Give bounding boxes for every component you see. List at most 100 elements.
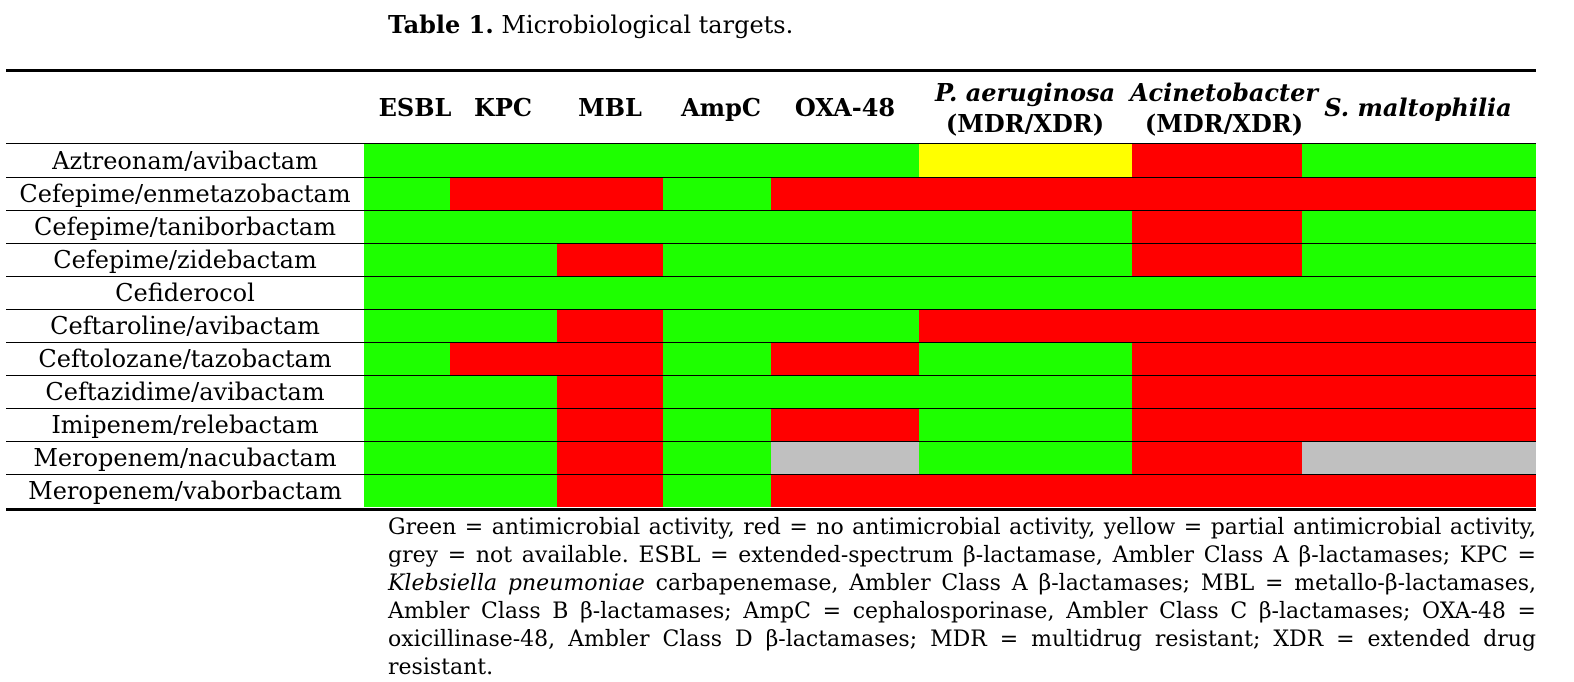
drug-name: Imipenem/relebactam: [51, 410, 319, 439]
row-divider: [6, 342, 1536, 343]
activity-cell-red: [919, 309, 1132, 342]
activity-cell-green: [919, 441, 1132, 474]
activity-cell-green: [771, 276, 919, 309]
activity-cell-green: [557, 210, 663, 243]
activity-cell-green: [450, 210, 557, 243]
column-header-name: P. aeruginosa: [934, 77, 1116, 107]
activity-cell-green: [663, 243, 771, 276]
activity-cell-red: [1302, 474, 1536, 507]
activity-cell-green: [771, 243, 919, 276]
drug-name: Aztreonam/avibactam: [52, 146, 318, 175]
row-divider: [6, 243, 1536, 244]
activity-cell-red: [557, 309, 663, 342]
drug-name: Cefepime/zidebactam: [53, 245, 317, 274]
activity-cell-green: [663, 474, 771, 507]
activity-cell-green: [364, 441, 450, 474]
activity-cell-green: [450, 144, 557, 177]
activity-cell-green: [450, 309, 557, 342]
activity-cell-red: [1132, 144, 1302, 177]
activity-cell-red: [919, 474, 1132, 507]
footnote-text-2: carbapenemase, Ambler Class A β-lactamas…: [388, 571, 1537, 680]
activity-cell-red: [557, 177, 663, 210]
activity-cell-green: [364, 243, 450, 276]
activity-cell-green: [663, 144, 771, 177]
table-title: Microbiological targets.: [493, 11, 794, 39]
activity-cell-green: [1302, 144, 1536, 177]
column-header-name: OXA-48: [794, 93, 896, 122]
activity-cell-green: [919, 375, 1132, 408]
activity-cell-green: [450, 474, 557, 507]
activity-cell-green: [1132, 276, 1302, 309]
activity-cell-red: [1302, 177, 1536, 210]
activity-cell-green: [663, 375, 771, 408]
activity-cell-red: [557, 342, 663, 375]
activity-cell-red: [1132, 342, 1302, 375]
activity-cell-green: [663, 177, 771, 210]
drug-name: Cefepime/enmetazobactam: [19, 179, 351, 208]
activity-cell-green: [663, 210, 771, 243]
drug-name: Cefiderocol: [115, 278, 255, 307]
column-header: KPC: [383, 72, 623, 143]
table-caption: Table 1. Microbiological targets.: [388, 10, 793, 39]
activity-cell-red: [1132, 309, 1302, 342]
activity-cell-green: [663, 441, 771, 474]
activity-cell-green: [919, 243, 1132, 276]
column-header: Acinetobacter (MDR/XDR): [1104, 72, 1344, 143]
activity-cell-green: [663, 276, 771, 309]
column-header: P. aeruginosa (MDR/XDR): [905, 72, 1145, 143]
activity-cell-green: [364, 408, 450, 441]
row-divider: [6, 210, 1536, 211]
row-divider: [6, 375, 1536, 376]
activity-cell-red: [557, 474, 663, 507]
column-header-name: KPC: [473, 93, 532, 122]
activity-cell-green: [663, 408, 771, 441]
drug-name: Meropenem/nacubactam: [33, 443, 337, 472]
activity-cell-red: [771, 342, 919, 375]
activity-cell-red: [919, 177, 1132, 210]
column-header: AmpC: [601, 72, 841, 143]
activity-cell-red: [1132, 474, 1302, 507]
column-header: MBL: [490, 72, 730, 143]
activity-cell-green: [364, 210, 450, 243]
column-header-name: Acinetobacter: [1129, 77, 1319, 107]
activity-cell-green: [771, 375, 919, 408]
column-header-qualifier: (MDR/XDR): [945, 108, 1105, 138]
table-number: Table 1.: [388, 10, 494, 39]
row-divider: [6, 441, 1536, 442]
column-header: OXA-48: [725, 72, 965, 143]
activity-cell-yellow: [919, 144, 1132, 177]
activity-cell-green: [771, 210, 919, 243]
table-footnote: Green = antimicrobial activity, red = no…: [388, 514, 1536, 682]
activity-cell-grey: [771, 441, 919, 474]
activity-cell-green: [771, 309, 919, 342]
activity-cell-green: [364, 177, 450, 210]
activity-cell-green: [450, 408, 557, 441]
activity-cell-red: [1302, 375, 1536, 408]
activity-cell-red: [771, 177, 919, 210]
activity-cell-red: [771, 474, 919, 507]
activity-cell-red: [450, 342, 557, 375]
activity-cell-red: [1132, 441, 1302, 474]
activity-cell-green: [450, 276, 557, 309]
activity-cell-green: [771, 144, 919, 177]
column-header-name: ESBL: [378, 93, 452, 122]
activity-cell-red: [1132, 243, 1302, 276]
activity-cell-green: [557, 276, 663, 309]
activity-cell-green: [364, 342, 450, 375]
activity-cell-red: [1302, 309, 1536, 342]
activity-cell-green: [557, 144, 663, 177]
activity-cell-green: [364, 309, 450, 342]
column-header-qualifier: (MDR/XDR): [1144, 108, 1304, 138]
activity-cell-green: [450, 441, 557, 474]
drug-name: Meropenem/vaborbactam: [28, 476, 342, 505]
activity-cell-red: [1132, 210, 1302, 243]
activity-cell-green: [450, 375, 557, 408]
activity-cell-green: [364, 375, 450, 408]
activity-cell-green: [919, 276, 1132, 309]
drug-name: Ceftaroline/avibactam: [50, 311, 320, 340]
table-bottom-rule: [6, 508, 1536, 511]
row-divider: [6, 276, 1536, 277]
activity-cell-red: [557, 375, 663, 408]
activity-cell-green: [1302, 276, 1536, 309]
activity-cell-red: [557, 441, 663, 474]
